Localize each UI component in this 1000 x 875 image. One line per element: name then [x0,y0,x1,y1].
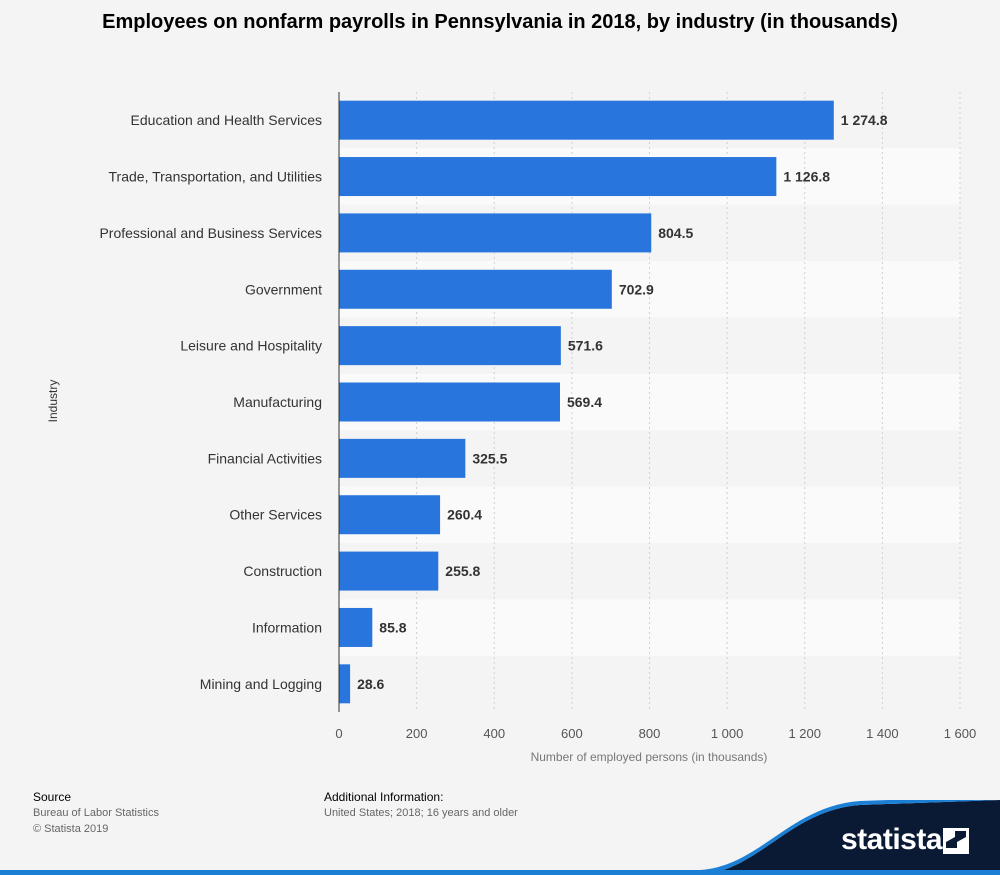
value-label: 702.9 [619,281,654,297]
value-label: 325.5 [472,450,507,466]
category-label: Leisure and Hospitality [180,338,322,354]
bar [339,326,561,366]
category-label: Financial Activities [208,450,322,466]
value-label: 28.6 [357,676,384,692]
category-label: Trade, Transportation, and Utilities [109,169,322,185]
additional-info-label: Additional Information: [324,790,444,804]
chart-title: Employees on nonfarm payrolls in Pennsyl… [102,11,898,33]
category-label: Government [245,281,322,297]
value-label: 85.8 [379,619,406,635]
additional-info-text: United States; 2018; 16 years and older [324,807,518,819]
value-label: 255.8 [445,563,480,579]
category-label: Information [252,619,322,635]
x-tick-label: 0 [335,726,342,741]
bar [339,213,652,253]
category-label: Other Services [229,507,322,523]
category-label: Manufacturing [233,394,322,410]
category-label: Mining and Logging [200,676,322,692]
statista-logo-icon [943,828,969,854]
x-tick-label: 1 200 [788,726,821,741]
value-label: 571.6 [568,338,603,354]
bar [339,551,439,591]
x-axis-title: Number of employed persons (in thousands… [531,750,768,764]
bar-chart: 0 200 400 600 800 1 000 1 200 1 400 1 600 Educati… [46,92,977,764]
x-tick-label: 600 [561,726,583,741]
value-label: 1 274.8 [841,112,888,128]
category-label: Education and Health Services [131,112,322,128]
x-tick-label: 1 400 [866,726,899,741]
x-tick-label: 1 000 [711,726,744,741]
x-tick-label: 200 [406,726,428,741]
brand-band [0,800,1000,875]
x-tick-label: 400 [483,726,505,741]
source-label: Source [33,790,72,804]
statista-logo: statista [841,823,943,856]
bar [339,438,466,478]
source-line-2: © Statista 2019 [33,823,109,835]
bottom-accent-strip [0,870,1000,875]
category-label: Professional and Business Services [99,225,322,241]
bar [339,269,612,309]
bar [339,495,441,535]
y-axis-title: Industry [46,380,60,423]
value-label: 804.5 [658,225,693,241]
bar [339,157,777,197]
x-tick-label: 1 600 [944,726,977,741]
bar [339,382,560,422]
category-label: Construction [243,563,322,579]
value-label: 260.4 [447,507,482,523]
x-tick-label: 800 [639,726,661,741]
bar [339,100,834,140]
bar [339,664,351,704]
source-line-1: Bureau of Labor Statistics [33,807,159,819]
value-label: 1 126.8 [783,169,830,185]
value-label: 569.4 [567,394,602,410]
bar [339,607,373,647]
